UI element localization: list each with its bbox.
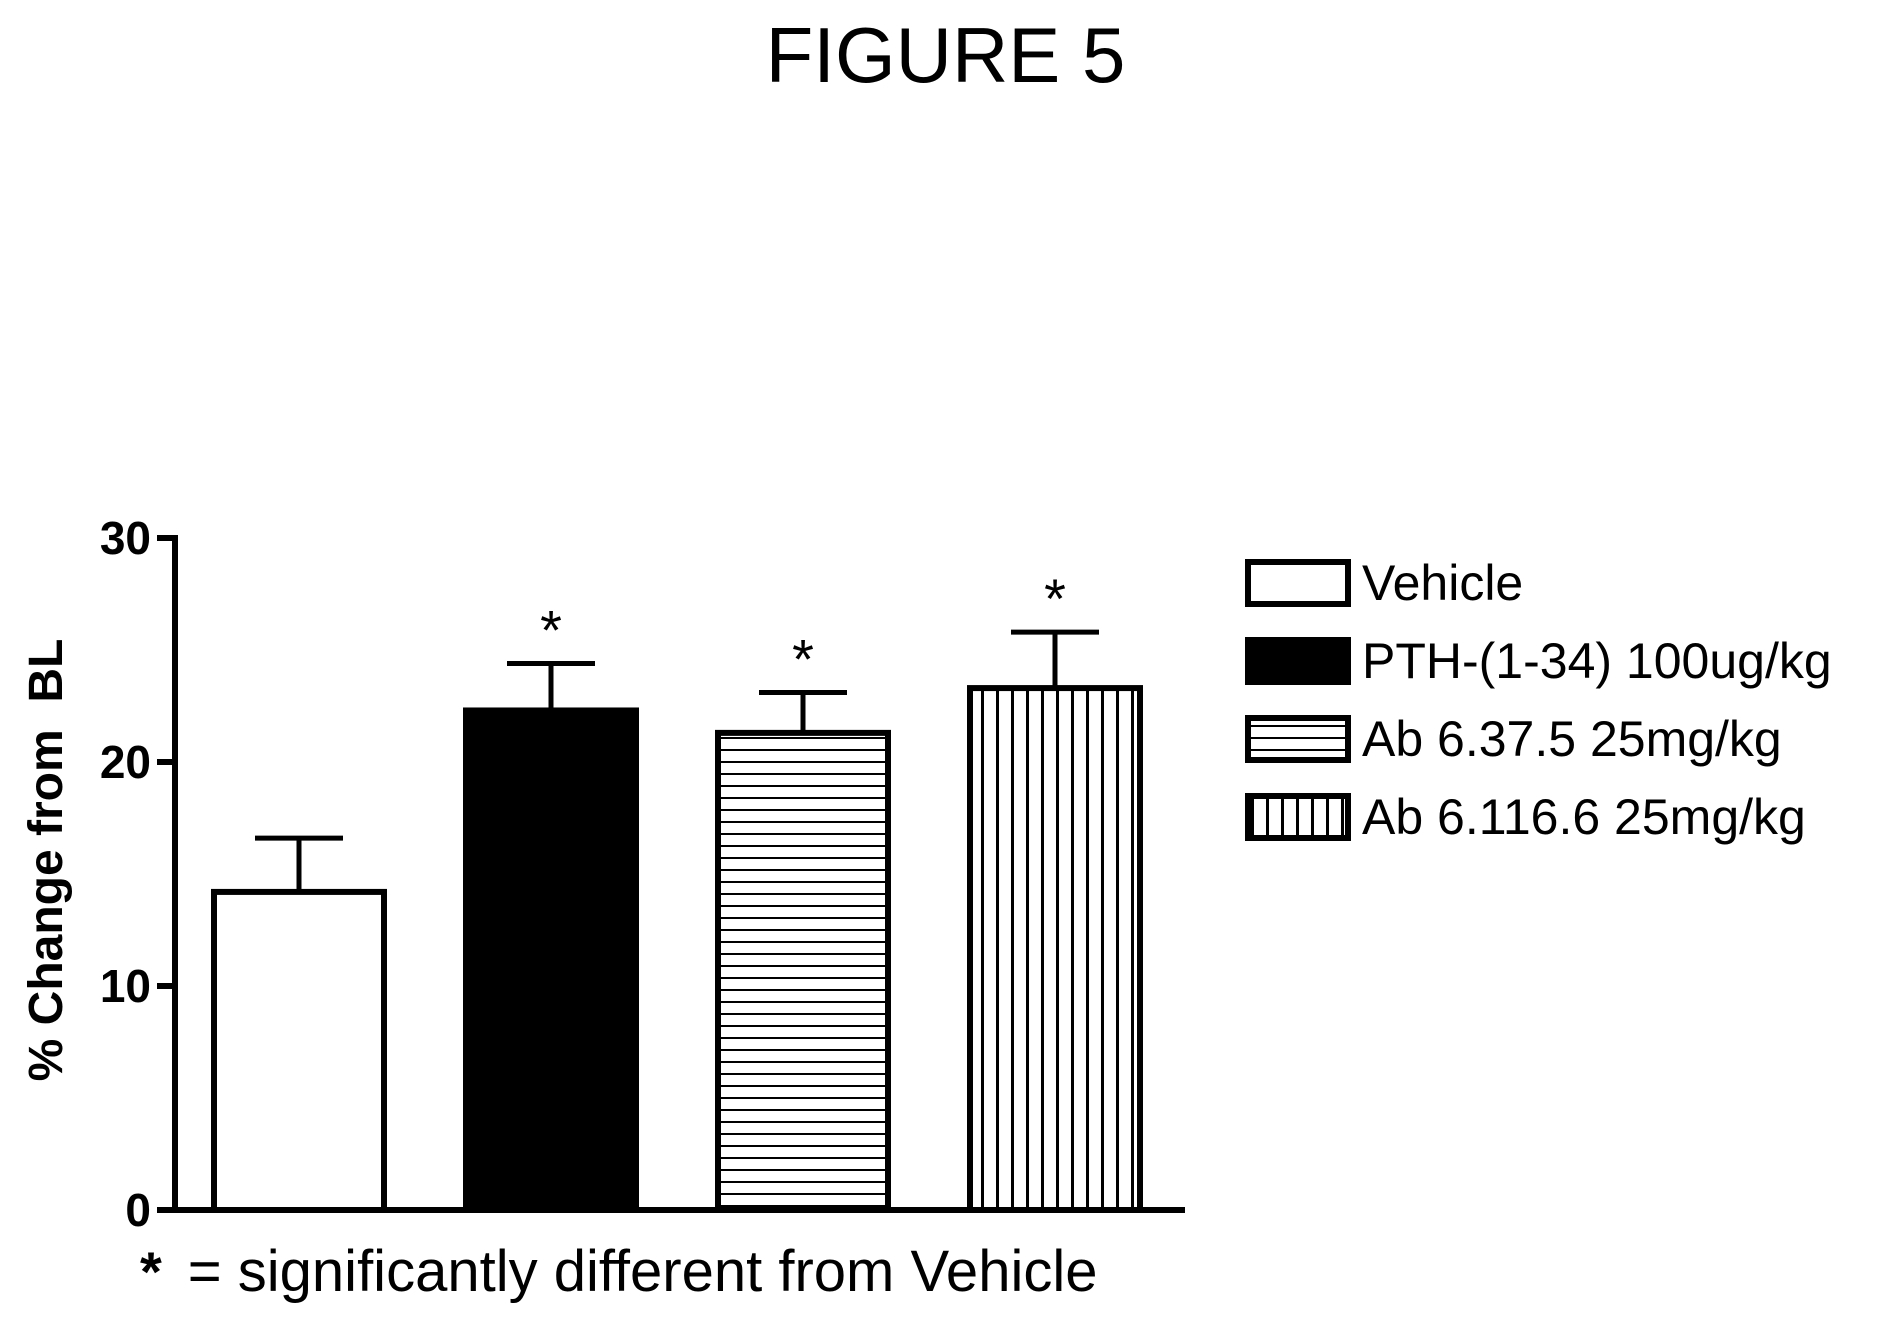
- legend-swatch-2: [1245, 637, 1351, 685]
- bar-4: [967, 685, 1143, 1213]
- significance-asterisk: *: [540, 598, 562, 661]
- significance-asterisk: *: [792, 628, 814, 691]
- significance-asterisk: *: [1044, 567, 1066, 630]
- significance-marks: * * *: [540, 567, 1066, 690]
- footnote: * = significantly different from Vehicle: [140, 1238, 1097, 1305]
- y-axis-label: % Change from BL: [20, 639, 73, 1082]
- legend-label-4: Ab 6.116.6 25mg/kg: [1362, 789, 1806, 845]
- bars: [211, 685, 1143, 1213]
- footnote-text: = significantly different from Vehicle: [187, 1239, 1098, 1304]
- bar-2: [463, 707, 639, 1213]
- legend-swatch-3: [1245, 715, 1351, 763]
- footnote-symbol: *: [140, 1240, 162, 1303]
- legend: Vehicle PTH-(1-34) 100ug/kg Ab 6.37.5 25mg…: [1245, 555, 1832, 845]
- legend-label-2: PTH-(1-34) 100ug/kg: [1362, 633, 1832, 689]
- bar-3: [715, 729, 891, 1213]
- y-tick-label: 0: [125, 1184, 151, 1236]
- bar-1: [211, 888, 387, 1213]
- y-tick-label: 30: [100, 512, 151, 564]
- y-tick-label: 20: [100, 736, 151, 788]
- figure-title: FIGURE 5: [765, 11, 1126, 99]
- legend-swatch-1: [1245, 559, 1351, 607]
- legend-label-1: Vehicle: [1362, 555, 1523, 611]
- legend-label-3: Ab 6.37.5 25mg/kg: [1362, 711, 1782, 767]
- error-bars: [255, 629, 1099, 892]
- y-tick-label: 10: [100, 960, 151, 1012]
- y-ticks: 0 10 20 30: [100, 512, 175, 1236]
- legend-swatch-4: [1245, 793, 1351, 841]
